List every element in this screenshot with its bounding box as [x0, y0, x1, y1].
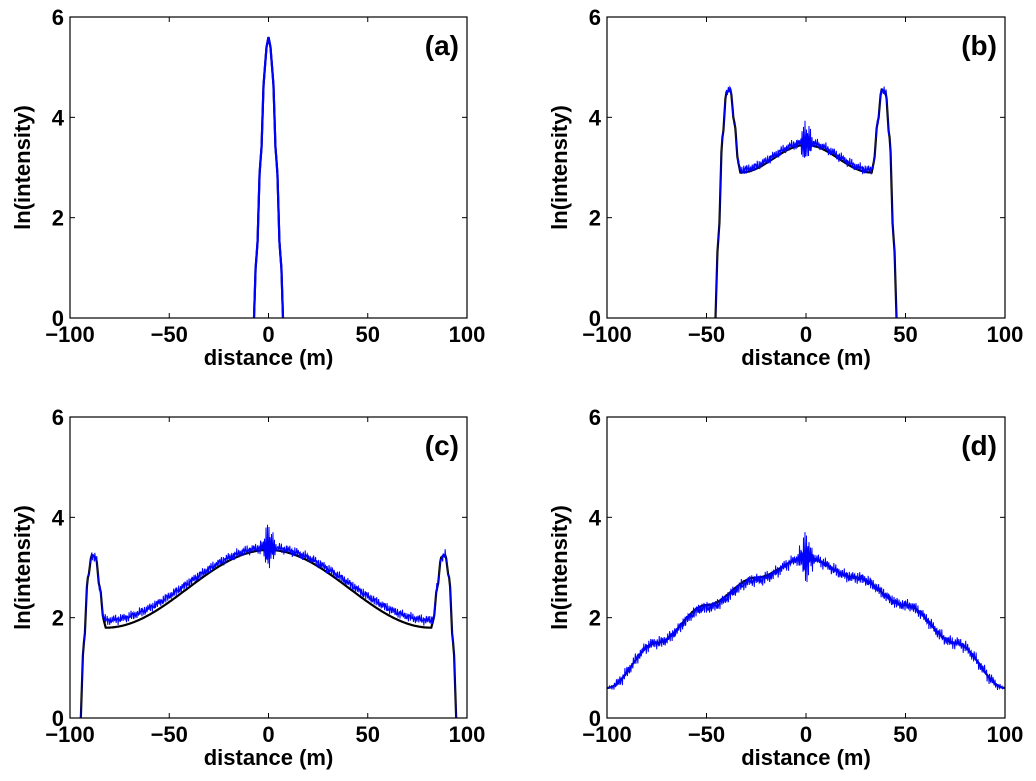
model-curve-c	[79, 548, 458, 718]
y-axis-label: ln(intensity)	[547, 105, 572, 230]
x-tick-label: 100	[987, 322, 1024, 347]
x-tick-label: −100	[582, 322, 632, 347]
y-tick-label: 2	[52, 606, 64, 631]
y-axis-label: ln(intensity)	[10, 505, 35, 630]
y-tick-label: 6	[52, 5, 64, 30]
y-tick-label: 6	[52, 405, 64, 430]
x-tick-label: 50	[356, 322, 380, 347]
y-tick-label: 4	[589, 105, 602, 130]
x-tick-label: 50	[356, 722, 380, 747]
y-tick-label: 0	[52, 706, 64, 731]
measured-curve-d	[607, 532, 1005, 691]
y-axis-label: ln(intensity)	[10, 105, 35, 230]
panel-label: (c)	[425, 430, 459, 461]
x-tick-label: 50	[893, 322, 917, 347]
axes-box	[69, 416, 468, 719]
y-tick-label: 0	[589, 306, 601, 331]
panel-a: −100 −50 0 50 100 0 2 4 6 distance (m) ln(intensit…	[10, 5, 485, 370]
x-tick-label: −50	[151, 722, 188, 747]
x-tick-label: 100	[449, 322, 486, 347]
x-tick-label: 100	[987, 722, 1024, 747]
x-axis-label: distance (m)	[204, 745, 334, 770]
panel-label: (d)	[961, 430, 997, 461]
y-tick-label: 2	[52, 206, 64, 231]
panel-label: (a)	[425, 30, 459, 61]
measured-curve-b	[715, 85, 898, 318]
y-tick-label: 4	[589, 505, 602, 530]
panel-b: −100 −50 0 50 100 0 2 4 6 distance (m) ln(intensit…	[547, 5, 1023, 370]
x-axis-label: distance (m)	[741, 345, 871, 370]
y-tick-label: 2	[589, 606, 601, 631]
model-curve-b	[714, 88, 898, 318]
x-tick-label: −50	[688, 322, 725, 347]
measured-curve-c	[80, 524, 457, 718]
y-tick-label: 4	[52, 105, 65, 130]
panel-d: −100 −50 0 50 100 0 2 4 6 distance (m) ln(intensit…	[547, 405, 1023, 770]
x-tick-label: 50	[893, 722, 917, 747]
y-tick-label: 2	[589, 206, 601, 231]
x-tick-label: −50	[151, 322, 188, 347]
panel-c: −100 −50 0 50 100 0 2 4 6 distance (m) ln(intensit…	[10, 405, 485, 770]
x-tick-label: −100	[45, 322, 95, 347]
x-axis-label: distance (m)	[204, 345, 334, 370]
panel-label: (b)	[961, 30, 997, 61]
x-tick-label: −50	[688, 722, 725, 747]
x-tick-label: 0	[800, 722, 812, 747]
y-tick-label: 0	[52, 306, 64, 331]
y-tick-label: 6	[589, 405, 601, 430]
x-tick-label: 0	[262, 322, 274, 347]
y-tick-label: 0	[589, 706, 601, 731]
axes-box	[606, 16, 1006, 319]
y-tick-label: 4	[52, 505, 65, 530]
model-curve-a	[252, 36, 285, 318]
y-tick-label: 6	[589, 5, 601, 30]
x-tick-label: 0	[800, 322, 812, 347]
axes-box	[69, 16, 468, 319]
y-axis-label: ln(intensity)	[547, 505, 572, 630]
x-tick-label: 0	[262, 722, 274, 747]
model-curve-a	[252, 36, 285, 318]
x-tick-label: 100	[449, 722, 486, 747]
x-tick-label: −100	[582, 722, 632, 747]
x-tick-label: −100	[45, 722, 95, 747]
x-axis-label: distance (m)	[741, 745, 871, 770]
